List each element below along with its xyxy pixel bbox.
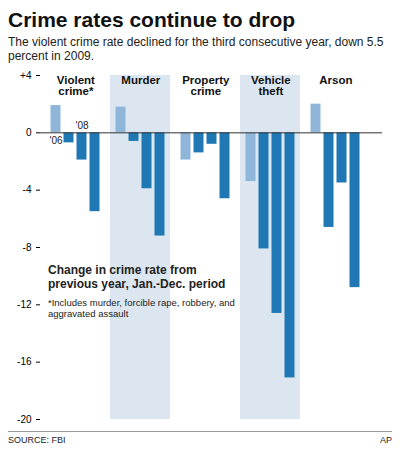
html-text:*Includes murder, forcible rap: *Includes murder, forcible rape, robbery… <box>48 297 235 319</box>
html-text:Change in crime rate from prev: Change in crime rate from previous year,… <box>48 263 226 291</box>
svg-text:Violentcrime*: Violentcrime* <box>57 74 95 98</box>
svg-text:Propertycrime: Propertycrime <box>182 74 230 98</box>
svg-text:'08: '08 <box>75 120 88 131</box>
svg-text:-20: -20 <box>17 414 32 425</box>
svg-text:-4: -4 <box>23 184 32 195</box>
svg-text:-16: -16 <box>17 356 32 367</box>
svg-text:+4: +4 <box>20 70 32 81</box>
svg-text:'06: '06 <box>49 135 62 146</box>
svg-text:0: 0 <box>26 127 32 138</box>
html-text:The violent crime rate decline: The violent crime rate declined for the … <box>8 35 384 63</box>
html-text:Crime rates continue to drop: Crime rates continue to drop <box>8 8 295 31</box>
svg-text:Vehicletheft: Vehicletheft <box>251 74 291 98</box>
html-text:AP: AP <box>380 435 392 445</box>
svg-text:Arson: Arson <box>319 74 352 86</box>
html-text:SOURCE: FBI: SOURCE: FBI <box>8 435 66 445</box>
svg-text:-12: -12 <box>17 299 32 310</box>
svg-text:Murder: Murder <box>121 74 161 86</box>
svg-text:-8: -8 <box>23 242 32 253</box>
